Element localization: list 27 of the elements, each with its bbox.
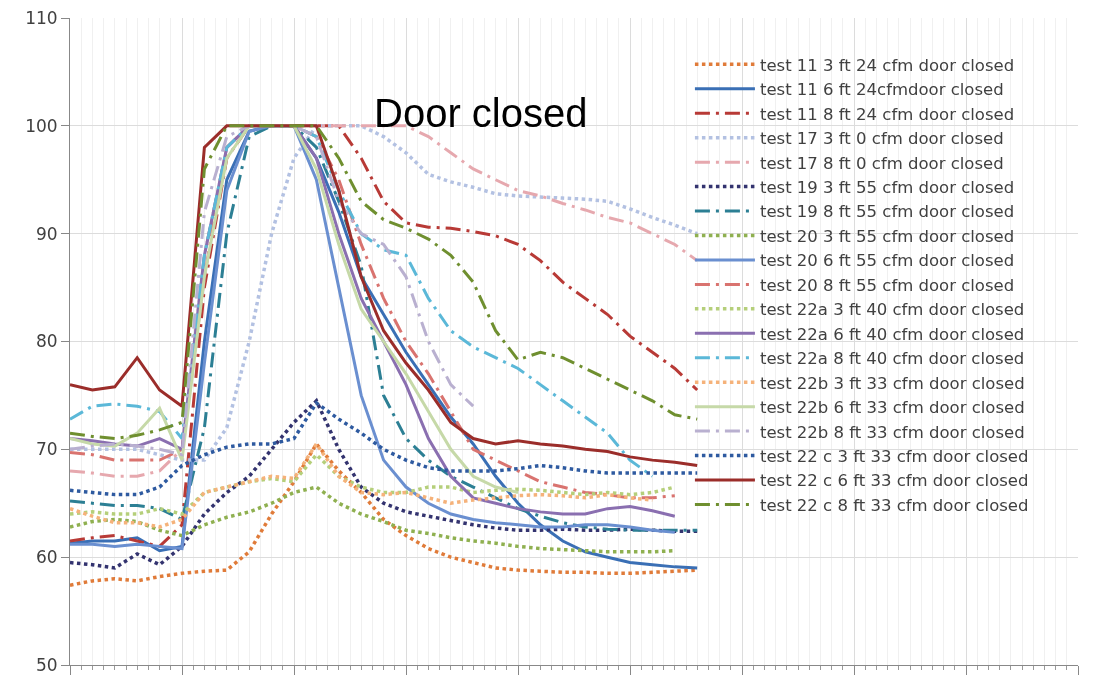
legend-label: test 19 3 ft 55 cfm door closed (759, 178, 1015, 198)
legend-label: test 17 3 ft 0 cfm door closed (759, 129, 1004, 149)
y-tick-label: 90 (35, 223, 58, 244)
y-tick-label: 50 (35, 654, 58, 675)
legend-label: test 22b 8 ft 33 cfm door closed (759, 422, 1025, 442)
legend-label: test 22a 6 ft 40 cfm door closed (759, 324, 1025, 344)
legend-label: test 20 6 ft 55 cfm door closed (759, 251, 1015, 271)
legend-label: test 20 8 ft 55 cfm door closed (759, 275, 1015, 295)
y-tick-label: 100 (25, 115, 58, 136)
legend-label: test 17 8 ft 0 cfm door closed (759, 153, 1004, 173)
legend-label: test 22b 6 ft 33 cfm door closed (759, 398, 1025, 418)
legend-label: test 19 8 ft 55 cfm door closed (759, 202, 1015, 222)
legend-label: test 22a 3 ft 40 cfm door closed (759, 300, 1025, 320)
legend-label: test 11 8 ft 24 cfm door closed (759, 104, 1015, 124)
legend-label: test 22 c 6 ft 33 cfm door closed (759, 471, 1029, 491)
legend-label: test 22a 8 ft 40 cfm door closed (759, 349, 1025, 369)
legend-label: test 22 c 3 ft 33 cfm door closed (759, 446, 1029, 466)
y-tick-label: 70 (35, 439, 58, 460)
legend-label: test 22 c 8 ft 33 cfm door closed (759, 495, 1029, 515)
legend-label: test 11 3 ft 24 cfm door closed (759, 55, 1015, 75)
legend-label: test 20 3 ft 55 cfm door closed (759, 226, 1015, 246)
y-tick-label: 60 (35, 547, 58, 568)
legend-label: test 11 6 ft 24cfmdoor closed (759, 80, 1004, 100)
y-tick-label: 80 (35, 331, 58, 352)
y-tick-label: 110 (25, 7, 58, 28)
annotation: Door closed (374, 91, 588, 135)
legend-label: test 22b 3 ft 33 cfm door closed (759, 373, 1025, 393)
